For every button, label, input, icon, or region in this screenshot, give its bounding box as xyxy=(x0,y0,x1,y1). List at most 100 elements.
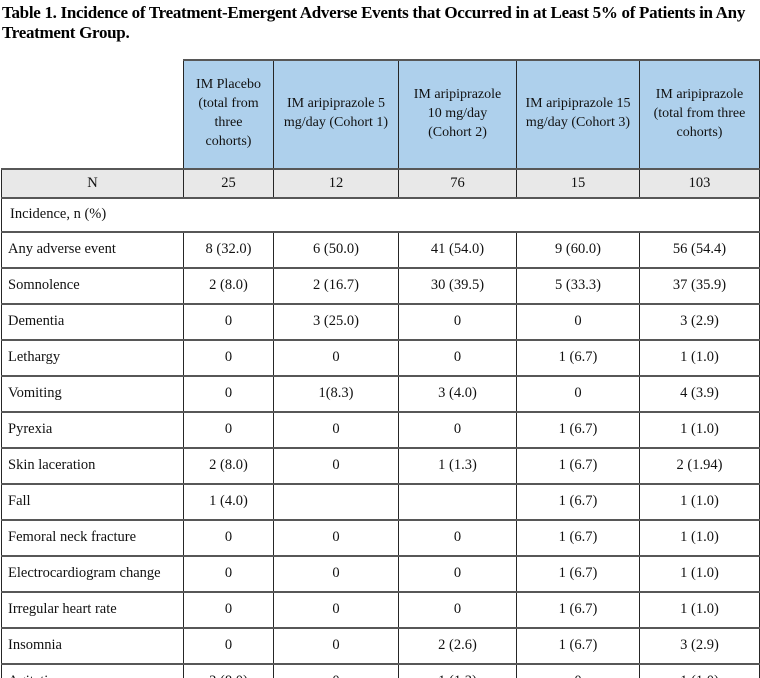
cell-value: 1 (6.7) xyxy=(516,554,640,593)
cell-value: 1 (6.7) xyxy=(516,590,640,629)
cell-value xyxy=(398,482,517,521)
cell-value: 8 (32.0) xyxy=(183,230,274,269)
cell-value: 1 (1.3) xyxy=(398,662,517,678)
cell-value: 0 xyxy=(516,374,640,413)
column-header-3: IM aripiprazole 10 mg/day (Cohort 2) xyxy=(398,58,517,170)
cell-value: 2 (16.7) xyxy=(273,266,399,305)
cell-value: 1 (6.7) xyxy=(516,338,640,377)
cell-value: 0 xyxy=(516,662,640,678)
column-header-4: IM aripiprazole 15 mg/day (Cohort 3) xyxy=(516,58,640,170)
row-label: Pyrexia xyxy=(1,410,184,449)
table-row: Insomnia 0 0 2 (2.6) 1 (6.7) 3 (2.9) xyxy=(1,626,760,665)
table-row: Dementia 0 3 (25.0) 0 0 3 (2.9) xyxy=(1,302,760,341)
cell-value: 0 xyxy=(398,302,517,341)
cell-value: 9 (60.0) xyxy=(516,230,640,269)
cell-value: 1 (6.7) xyxy=(516,626,640,665)
cell-value: 0 xyxy=(273,518,399,557)
cell-value: 1 (6.7) xyxy=(516,518,640,557)
cell-value: 0 xyxy=(183,410,274,449)
column-header-5: IM aripiprazole (total from three cohort… xyxy=(639,58,760,170)
cell-value: 2 (8.0) xyxy=(183,662,274,678)
cell-value: 2 (8.0) xyxy=(183,446,274,485)
table-title: Table 1. Incidence of Treatment-Emergent… xyxy=(2,3,746,42)
cell-value: 1 (6.7) xyxy=(516,410,640,449)
row-label: Lethargy xyxy=(1,338,184,377)
cell-value: 0 xyxy=(183,338,274,377)
table-row: Agitation2 (8.0)01 (1.3)01 (1.0) xyxy=(1,662,760,678)
cell-value: 0 xyxy=(398,518,517,557)
n-row-label: N xyxy=(1,167,184,199)
cell-value: 30 (39.5) xyxy=(398,266,517,305)
section-row: Incidence, n (%) xyxy=(1,196,760,233)
n-row: N 25 12 76 15 103 xyxy=(1,167,760,199)
table-row: Any adverse event 8 (32.0) 6 (50.0) 41 (54.… xyxy=(1,230,760,269)
cell-value: 41 (54.0) xyxy=(398,230,517,269)
table-row: Fall 1 (4.0) 1 (6.7) 1 (1.0) xyxy=(1,482,760,521)
adverse-events-table: IM Placebo (total from three cohorts) IM … xyxy=(1,58,760,678)
cell-value: 0 xyxy=(273,662,399,678)
cell-value: 0 xyxy=(273,554,399,593)
table-row: Somnolence 2 (8.0) 2 (16.7) 30 (39.5) 5 (33.… xyxy=(1,266,760,305)
cell-value: 0 xyxy=(273,446,399,485)
table-row: Femoral neck fracture 0 0 0 1 (6.7) 1 (1.0) xyxy=(1,518,760,557)
cell-value: 0 xyxy=(183,518,274,557)
table-header: IM Placebo (total from three cohorts) IM … xyxy=(1,58,760,170)
cell-value: 0 xyxy=(183,554,274,593)
cell-value: 0 xyxy=(273,410,399,449)
n-value: 103 xyxy=(639,167,760,199)
cell-value: 6 (50.0) xyxy=(273,230,399,269)
cell-value: 1 (1.0) xyxy=(639,410,760,449)
cell-value: 1 (6.7) xyxy=(516,446,640,485)
row-label: Fall xyxy=(1,482,184,521)
table-row: Irregular heart rate 0 0 0 1 (6.7) 1 (1.0) xyxy=(1,590,760,629)
row-label: Agitation xyxy=(1,662,184,678)
cell-value: 3 (2.9) xyxy=(639,302,760,341)
cell-value: 0 xyxy=(516,302,640,341)
cell-value: 0 xyxy=(398,338,517,377)
row-label: Any adverse event xyxy=(1,230,184,269)
cell-value: 0 xyxy=(273,338,399,377)
column-header-2: IM aripiprazole 5 mg/day (Cohort 1) xyxy=(273,58,399,170)
cell-value: 0 xyxy=(273,626,399,665)
row-label: Dementia xyxy=(1,302,184,341)
row-label: Irregular heart rate xyxy=(1,590,184,629)
section-label: Incidence, n (%) xyxy=(1,196,760,233)
cell-value: 1 (4.0) xyxy=(183,482,274,521)
cell-value: 1 (6.7) xyxy=(516,482,640,521)
row-label: Vomiting xyxy=(1,374,184,413)
row-label: Insomnia xyxy=(1,626,184,665)
cell-value: 37 (35.9) xyxy=(639,266,760,305)
cell-value: 1 (1.0) xyxy=(639,662,760,678)
row-label: Femoral neck fracture xyxy=(1,518,184,557)
cell-value: 0 xyxy=(183,626,274,665)
cell-value: 0 xyxy=(398,410,517,449)
cell-value: 1 (1.0) xyxy=(639,338,760,377)
cell-value: 1(8.3) xyxy=(273,374,399,413)
column-header-1: IM Placebo (total from three cohorts) xyxy=(183,58,274,170)
row-label: Somnolence xyxy=(1,266,184,305)
n-value: 12 xyxy=(273,167,399,199)
table-row: Pyrexia 0 0 0 1 (6.7) 1 (1.0) xyxy=(1,410,760,449)
n-value: 76 xyxy=(398,167,517,199)
cell-value: 0 xyxy=(183,590,274,629)
table-row: Lethargy 0 0 0 1 (6.7) 1 (1.0) xyxy=(1,338,760,377)
cell-value: 1 (1.3) xyxy=(398,446,517,485)
cell-value: 3 (25.0) xyxy=(273,302,399,341)
cell-value: 2 (1.94) xyxy=(639,446,760,485)
cell-value: 2 (2.6) xyxy=(398,626,517,665)
table-body: N 25 12 76 15 103 Incidence, n (%) Any adverse … xyxy=(1,167,760,678)
cell-value: 1 (1.0) xyxy=(639,554,760,593)
n-value: 15 xyxy=(516,167,640,199)
cell-value: 1 (1.0) xyxy=(639,518,760,557)
header-blank-cell xyxy=(1,59,184,169)
table-row: Electrocardiogram change 0 0 0 1 (6.7) 1 (1.0… xyxy=(1,554,760,593)
cell-value: 0 xyxy=(183,374,274,413)
cell-value: 0 xyxy=(273,590,399,629)
cell-value: 1 (1.0) xyxy=(639,482,760,521)
header-row: IM Placebo (total from three cohorts) IM … xyxy=(1,58,760,170)
cell-value: 56 (54.4) xyxy=(639,230,760,269)
cell-value: 1 (1.0) xyxy=(639,590,760,629)
cell-value: 2 (8.0) xyxy=(183,266,274,305)
cell-value: 5 (33.3) xyxy=(516,266,640,305)
